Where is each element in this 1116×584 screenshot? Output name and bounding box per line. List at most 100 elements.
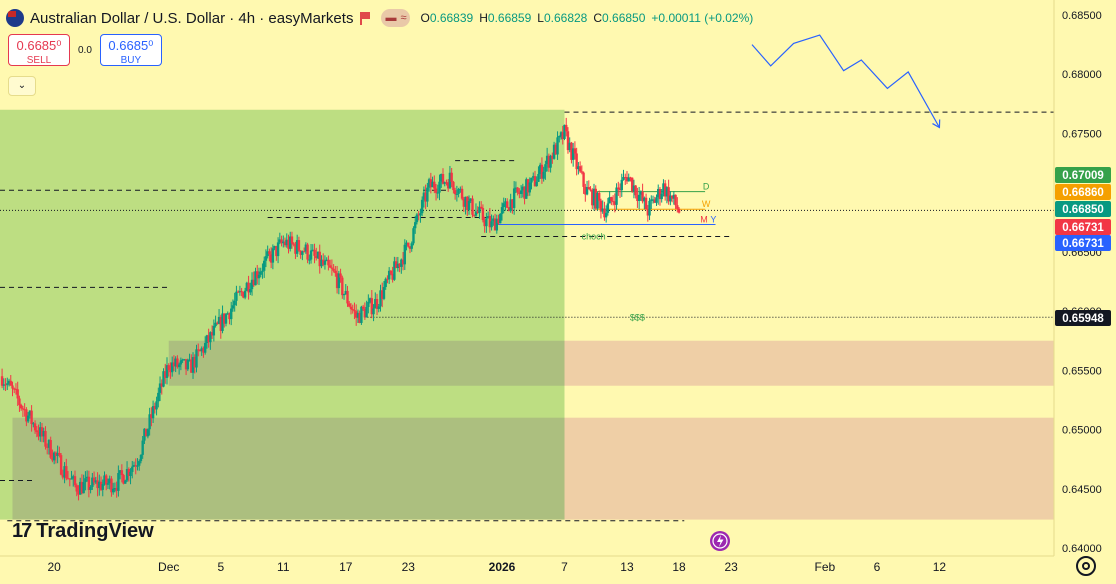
candle	[235, 291, 238, 301]
candle	[117, 473, 120, 491]
candle	[245, 282, 249, 291]
wave-icon: ≈	[400, 12, 407, 24]
flag-marker-icon[interactable]	[359, 11, 371, 25]
y-tick-label: 0.64500	[1062, 484, 1102, 496]
candle	[438, 181, 441, 193]
indicator-toggle[interactable]: ▬ ≈	[381, 9, 411, 27]
candle	[389, 270, 393, 274]
candle	[655, 197, 658, 203]
candle	[210, 332, 214, 336]
candle	[278, 239, 282, 243]
candle	[511, 199, 514, 208]
candle	[170, 362, 174, 373]
candle	[393, 261, 396, 280]
candle	[530, 177, 533, 183]
sell-button[interactable]: 0.6685⁰ SELL	[8, 34, 70, 66]
candle	[40, 427, 44, 437]
candle	[542, 171, 545, 179]
candle	[18, 398, 21, 405]
price-label: 0.66860	[1062, 187, 1104, 199]
candle	[662, 183, 665, 194]
candle	[457, 189, 460, 194]
candle	[650, 199, 653, 201]
settings-gear-icon[interactable]	[1076, 556, 1096, 576]
candle	[75, 485, 78, 492]
candle	[275, 246, 278, 257]
candle	[77, 491, 80, 495]
candle	[158, 383, 162, 393]
candle	[460, 188, 464, 199]
candle	[424, 192, 427, 202]
x-tick-label: 12	[933, 560, 947, 574]
candle	[420, 199, 424, 214]
candle	[502, 203, 505, 208]
candle	[351, 309, 354, 311]
candle	[30, 410, 33, 424]
candle	[313, 249, 316, 256]
candle	[174, 358, 177, 367]
candle	[195, 349, 198, 368]
candle	[452, 181, 455, 191]
x-tick-label: 7	[561, 560, 568, 574]
candle	[184, 359, 188, 370]
candle	[535, 181, 538, 187]
candle	[632, 185, 636, 192]
candle	[615, 187, 618, 205]
candle	[563, 124, 566, 140]
candle	[9, 380, 12, 386]
low-label: L	[537, 11, 544, 25]
close-label: C	[593, 11, 603, 25]
buy-button[interactable]: 0.6685⁰ BUY	[99, 34, 162, 66]
candle	[131, 466, 134, 472]
candle	[370, 298, 374, 315]
candle	[657, 188, 660, 198]
candle	[6, 383, 9, 385]
candle	[601, 208, 604, 212]
candle	[25, 409, 28, 422]
candle	[455, 193, 459, 195]
candle	[533, 176, 537, 187]
candle	[183, 359, 186, 361]
candle	[14, 388, 18, 390]
candle	[540, 164, 544, 179]
high-value: 0.66859	[487, 11, 532, 25]
candle	[106, 483, 110, 485]
y-tick-label: 0.64000	[1062, 543, 1102, 555]
candle	[445, 182, 448, 184]
open-label: O	[420, 11, 430, 25]
candle	[354, 311, 358, 318]
candle	[556, 137, 559, 155]
candle	[568, 142, 571, 151]
annotation-D: D	[703, 182, 710, 192]
collapse-legend-button[interactable]: ⌄	[8, 76, 36, 96]
candle	[32, 423, 35, 425]
zone-orange-4	[564, 417, 1054, 520]
candle	[203, 343, 207, 353]
candle	[629, 177, 632, 179]
projection-arrowhead	[932, 119, 941, 129]
candle	[323, 260, 327, 265]
candle	[516, 187, 519, 193]
candle	[674, 194, 677, 206]
candle	[433, 181, 436, 189]
candle	[325, 259, 328, 261]
candle	[266, 251, 269, 257]
candle	[549, 155, 552, 168]
candle	[467, 201, 471, 210]
candle	[464, 196, 467, 207]
candle	[236, 291, 240, 293]
change-value: +0.00011 (+0.02%)	[651, 11, 754, 25]
candle	[101, 484, 104, 490]
candle	[419, 213, 422, 216]
candle	[268, 251, 271, 255]
candle	[33, 423, 37, 431]
event-lightning-icon-ring	[712, 533, 728, 549]
candle	[92, 477, 96, 483]
candle	[16, 389, 19, 399]
candle	[365, 306, 368, 318]
candle	[91, 477, 94, 488]
symbol-title[interactable]: Australian Dollar / U.S. Dollar · 4h · e…	[30, 9, 354, 27]
candle	[598, 192, 601, 201]
candle	[78, 481, 82, 495]
